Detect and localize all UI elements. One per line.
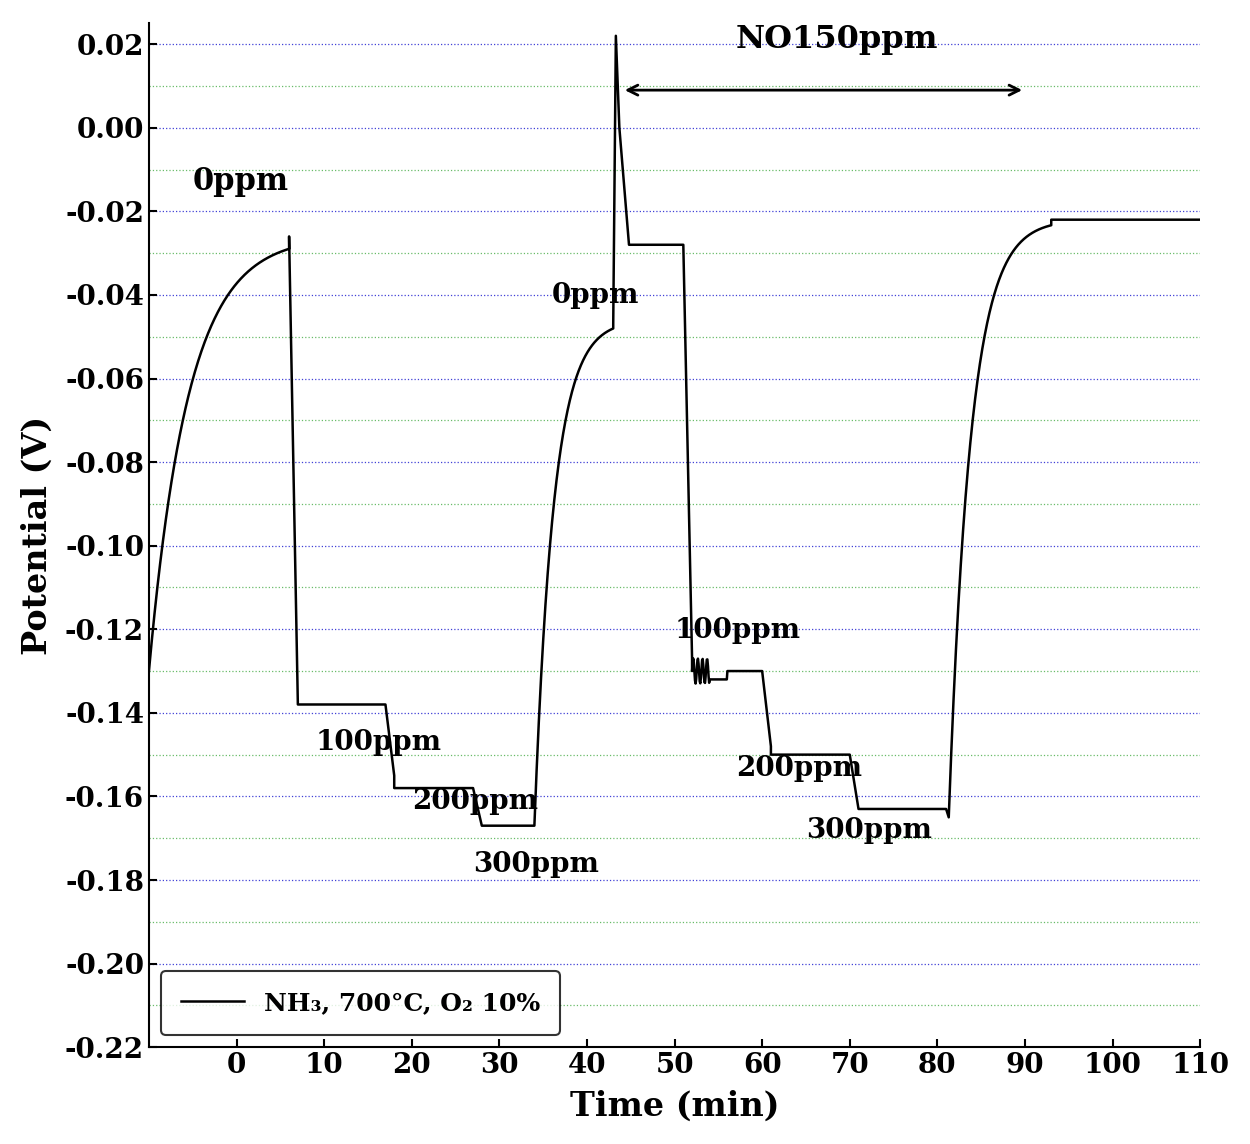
NH₃, 700°C, O₂ 10% — [982, 301, 998, 315]
Text: NO150ppm: NO150ppm — [736, 24, 939, 55]
Legend: NH₃, 700°C, O₂ 10%: NH₃, 700°C, O₂ 10% — [161, 971, 560, 1034]
NH₃, 700°C, O₂ 10% — [610, 74, 625, 88]
Text: 0ppm: 0ppm — [552, 283, 639, 309]
NH₃, 700°C, O₂ 10% — [309, 698, 324, 712]
NH₃, 700°C, O₂ 10% — [141, 665, 156, 678]
Y-axis label: Potential (V): Potential (V) — [21, 415, 54, 654]
Text: 0ppm: 0ppm — [192, 166, 289, 198]
Text: 200ppm: 200ppm — [411, 788, 538, 815]
Text: 300ppm: 300ppm — [472, 851, 599, 877]
Text: 300ppm: 300ppm — [806, 817, 931, 844]
Line: NH₃, 700°C, O₂ 10%: NH₃, 700°C, O₂ 10% — [149, 35, 1200, 826]
NH₃, 700°C, O₂ 10% — [474, 819, 489, 833]
NH₃, 700°C, O₂ 10% — [1192, 213, 1208, 227]
NH₃, 700°C, O₂ 10% — [609, 29, 624, 42]
NH₃, 700°C, O₂ 10% — [249, 259, 264, 272]
Text: 100ppm: 100ppm — [675, 617, 800, 644]
Text: 200ppm: 200ppm — [736, 755, 861, 781]
NH₃, 700°C, O₂ 10% — [609, 42, 624, 56]
X-axis label: Time (min): Time (min) — [570, 1090, 779, 1123]
NH₃, 700°C, O₂ 10% — [974, 348, 989, 362]
Text: 100ppm: 100ppm — [315, 730, 441, 756]
